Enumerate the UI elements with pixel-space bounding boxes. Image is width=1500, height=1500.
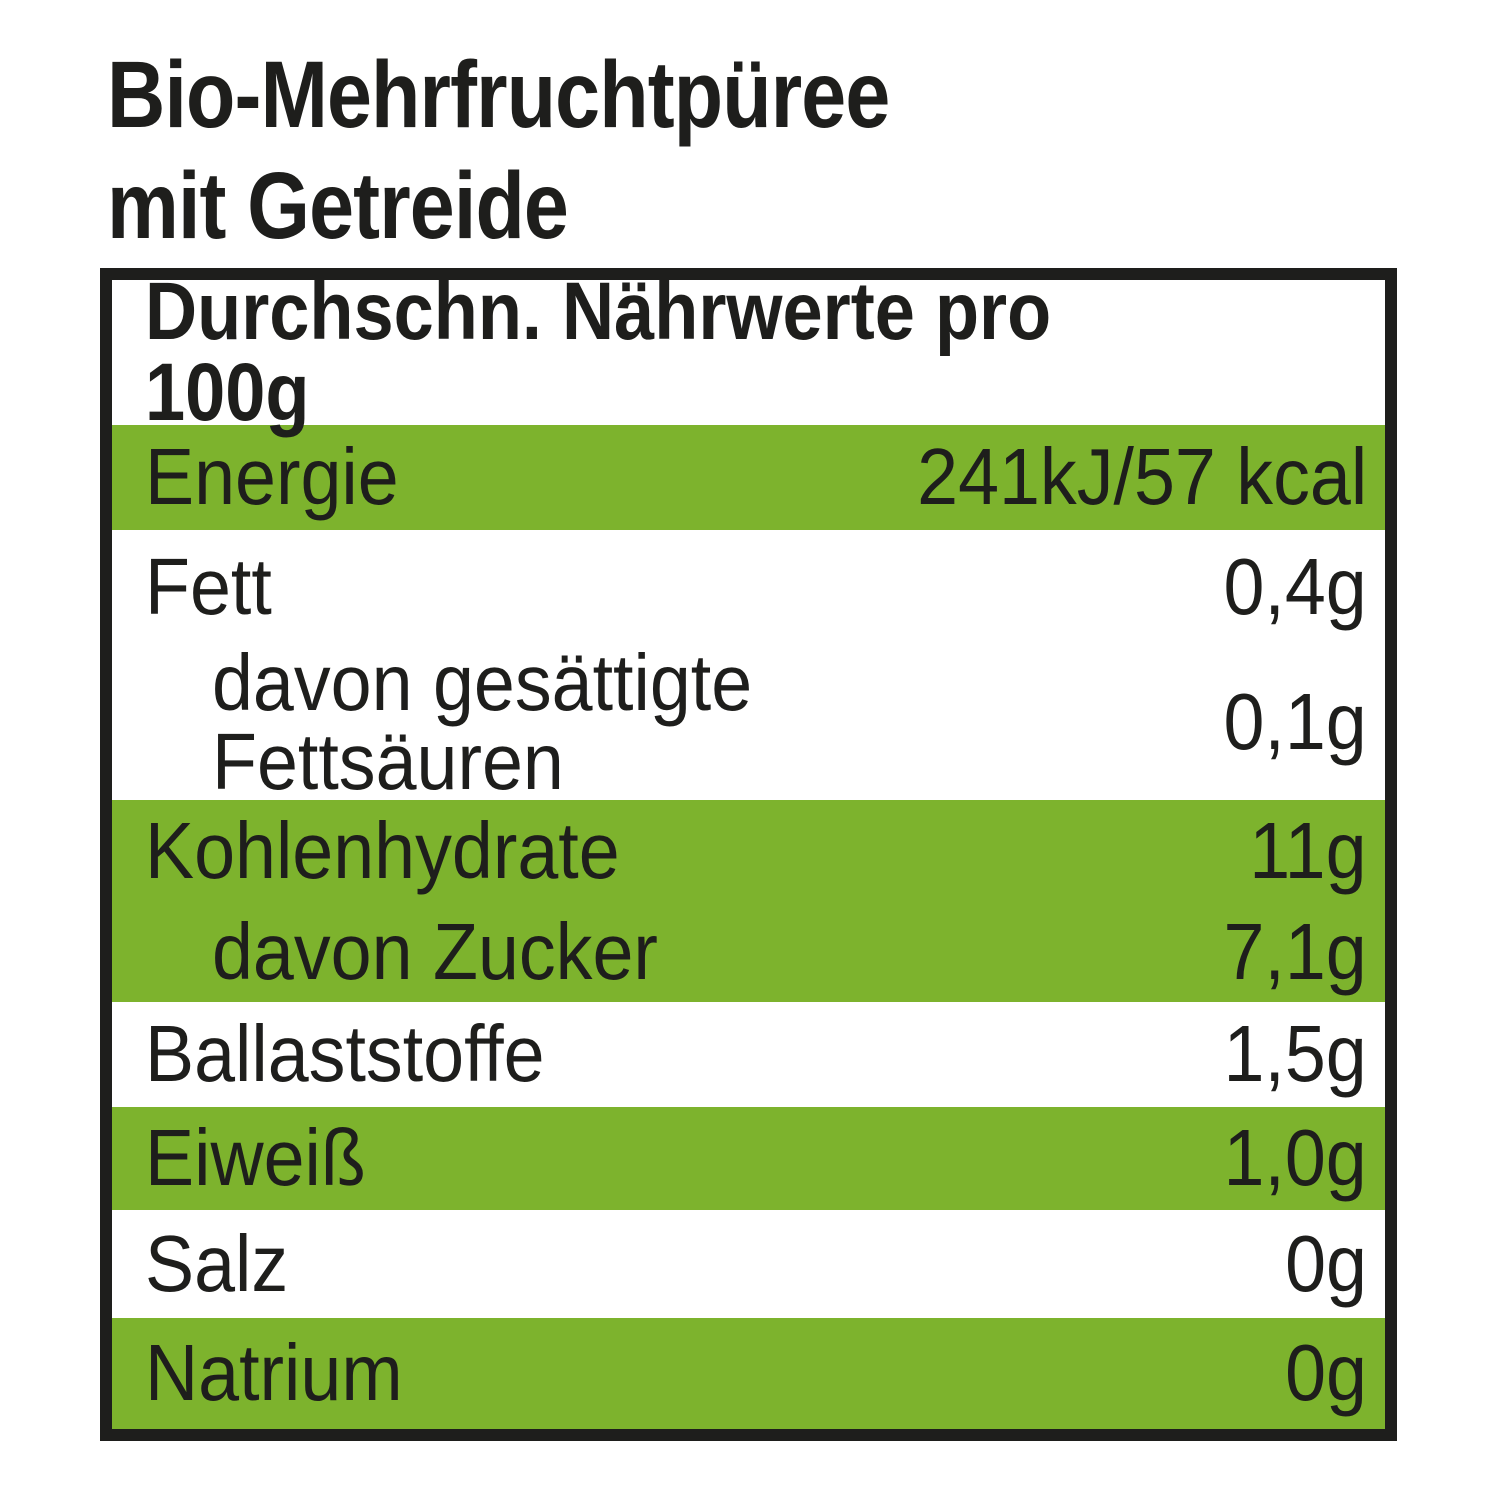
row-value: 11g [1249,805,1367,895]
row-salz: Salz 0g [112,1210,1385,1318]
row-label: davon gesättigte Fettsäuren [212,638,753,806]
title-line-2: mit Getreide [107,153,569,259]
product-title: Bio-Mehrfruchtpüree mit Getreide [107,40,1027,262]
row-label: Fett [145,542,272,632]
row-kohlenhydrate: Kohlenhydrate 11g [112,800,1385,902]
row-gesaettigte-fettsaeuren: davon gesättigte Fettsäuren 0,1g [112,638,1385,806]
row-label: Energie [145,432,399,522]
row-label: Salz [145,1218,289,1308]
row-value: 0,4g [1223,542,1367,632]
row-label: davon Zucker [212,906,658,996]
row-label: Kohlenhydrate [145,805,620,895]
row-value: 7,1g [1223,906,1367,996]
row-value: 1,0g [1223,1113,1367,1203]
row-eiweiss: Eiweiß 1,0g [112,1107,1385,1210]
table-header-row: Durchschn. Nährwerte pro 100g [112,271,1385,433]
row-label: Ballaststoffe [145,1009,545,1099]
row-ballaststoffe: Ballaststoffe 1,5g [112,1002,1385,1107]
row-value: 0g [1285,1218,1367,1308]
row-davon-zucker: davon Zucker 7,1g [112,902,1385,1002]
title-line-1: Bio-Mehrfruchtpüree [107,42,890,148]
row-value: 0g [1285,1328,1367,1418]
row-energie: Energie 241kJ/57 kcal [112,425,1385,530]
row-value: 0,1g [1223,677,1367,767]
row-label: Eiweiß [145,1113,366,1203]
row-fett: Fett 0,4g [112,530,1385,645]
row-natrium: Natrium 0g [112,1318,1385,1429]
table-header: Durchschn. Nährwerte pro 100g [145,266,1052,438]
row-value: 1,5g [1223,1009,1367,1099]
row-value: 241kJ/57 kcal [916,432,1367,522]
nutrition-table: Durchschn. Nährwerte pro 100g Energie 24… [100,268,1397,1441]
row-label: Natrium [145,1328,403,1418]
